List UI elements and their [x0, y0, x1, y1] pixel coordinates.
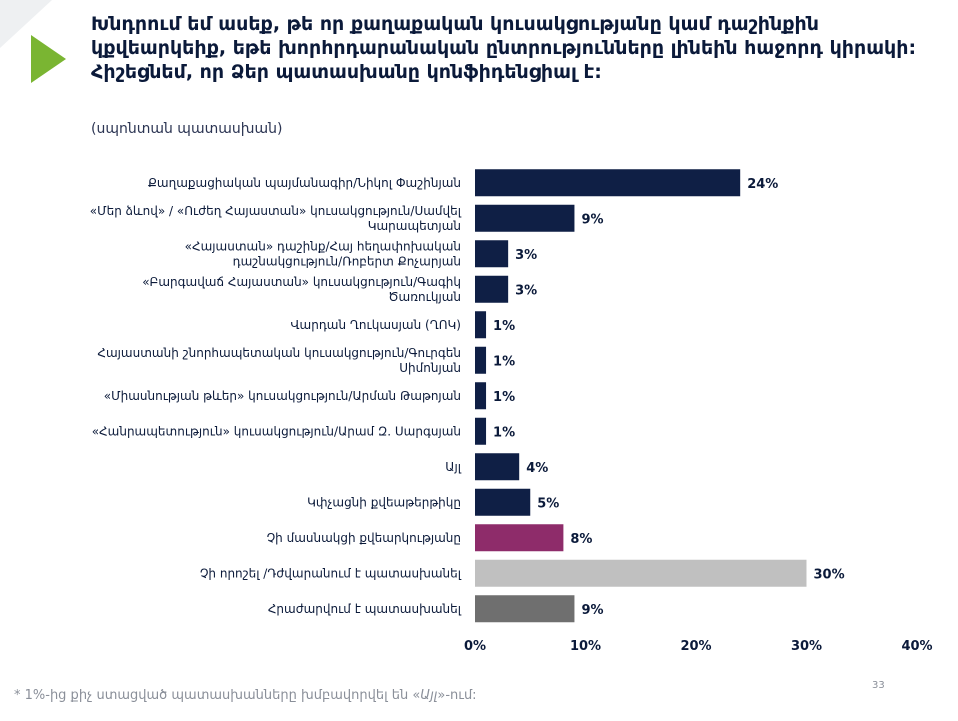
footnote-text-start: * 1%-ից քիչ ստացված պատասխանները խմբավոր… [14, 688, 421, 703]
category-label: Չի մասնակցի քվեարկությանը [267, 531, 461, 545]
data-label: 30% [814, 567, 845, 582]
bar [475, 311, 487, 339]
bar-chart: 24% Քաղաքացիական պայմանագիր/Նիկոլ Փաշինյա… [90, 169, 933, 654]
bar [475, 169, 741, 197]
category-label: Այլ [445, 460, 461, 474]
category-label: Քաղաքացիական պայմանագիր/Նիկոլ Փաշինյան [148, 176, 461, 190]
category-label: Կփչացնի քվեաթերթիկը [307, 495, 461, 509]
category-label: «Հայաստան» դաշինք/Հայ հեղափոխական [185, 239, 461, 253]
category-label: «Միասնության թևեր» կուսակցություն/Արման … [104, 389, 461, 403]
bar [475, 240, 509, 268]
data-label: 3% [515, 283, 537, 298]
category-label: Չի որոշել /Դժվարանում է պատասխանել [200, 566, 462, 580]
category-label: Սիմոնյան [399, 361, 461, 375]
data-label: 9% [581, 603, 603, 618]
footnote-italic-text: Այլ [420, 688, 438, 703]
page-number: 33 [872, 680, 885, 691]
category-label: Կարապետյան [368, 219, 461, 233]
play-arrow-icon [31, 35, 66, 83]
x-tick-label: 0% [464, 639, 486, 654]
x-tick-label: 10% [570, 639, 601, 654]
data-label: 3% [515, 248, 537, 263]
bar [475, 417, 487, 445]
bar [475, 382, 487, 410]
category-label: «Մեր ձևով» / «Ուժեղ Հայաստան» կուսակցութ… [90, 204, 462, 218]
bar [475, 346, 487, 374]
data-label: 24% [747, 177, 778, 192]
slide-title: Խնդրում եմ ասեք, թե որ քաղաքական կուսակց… [91, 13, 917, 83]
bar [475, 204, 575, 232]
corner-shape [0, 0, 52, 48]
data-label: 1% [493, 354, 515, 369]
data-label: 4% [526, 461, 548, 476]
bar [475, 488, 531, 516]
data-label: 1% [493, 425, 515, 440]
x-tick-label: 30% [791, 639, 822, 654]
category-label: Հայաստանի շնորհապետական կուսակցություն/Գ… [97, 346, 461, 360]
bar [475, 453, 520, 481]
category-label: Վարդան Ղուկասյան (ՂՈԿ) [290, 318, 461, 332]
data-label: 9% [581, 212, 603, 227]
footnote: * 1%-ից քիչ ստացված պատասխանները խմբավոր… [14, 688, 477, 703]
footnote-text-end: »-ում: [437, 688, 477, 703]
category-label: Հրաժարվում է պատասխանել [268, 602, 462, 616]
data-label: 1% [493, 390, 515, 405]
x-tick-label: 20% [680, 639, 711, 654]
slide-decoration [0, 0, 66, 83]
category-label: Ծառուկյան [388, 290, 461, 304]
bar [475, 595, 575, 623]
data-label: 8% [570, 532, 592, 547]
x-tick-label: 40% [901, 639, 932, 654]
category-label: «Հանրապետություն» կուսակցություն/Արամ Զ.… [92, 424, 461, 438]
category-label: «Բարգավաճ Հայաստան» կուսակցություն/Գագիկ [142, 275, 461, 289]
slide-subtitle: (սպոնտան պատասխան) [91, 121, 283, 137]
data-label: 1% [493, 319, 515, 334]
bar [475, 275, 509, 303]
bar [475, 559, 807, 587]
data-label: 5% [537, 496, 559, 511]
category-label: դաշնակցություն/Ռոբերտ Քոչարյան [233, 254, 461, 268]
bar [475, 524, 564, 552]
